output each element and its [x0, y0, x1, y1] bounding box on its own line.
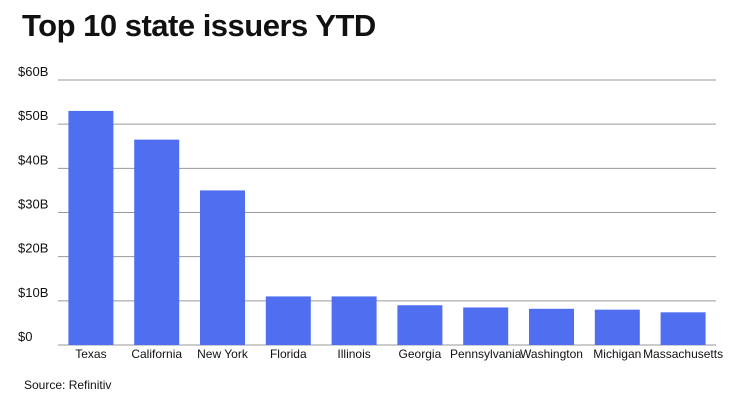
y-tick-label: $40B	[18, 152, 48, 167]
x-tick-label: Florida	[270, 347, 307, 361]
x-axis-tick-labels: Texas California New York Florida Illinois Ge…	[75, 347, 723, 361]
x-tick-label: Georgia	[399, 347, 442, 361]
source-note: Source: Refinitiv	[24, 378, 111, 392]
y-tick-label: $60B	[18, 64, 48, 79]
x-tick-label: Washington	[520, 347, 583, 361]
x-tick-label: California	[131, 347, 182, 361]
bar-california	[134, 140, 179, 345]
bar-illinois	[332, 296, 377, 345]
bar-michigan	[595, 310, 640, 345]
bar-florida	[266, 296, 311, 345]
x-tick-label: Illinois	[337, 347, 370, 361]
x-tick-label: Massachusetts	[643, 347, 723, 361]
x-tick-label: Pennsylvania	[450, 347, 522, 361]
x-tick-label: Michigan	[593, 347, 641, 361]
x-tick-label: New York	[197, 347, 249, 361]
bar-washington	[529, 309, 574, 345]
bar-texas	[68, 111, 113, 345]
y-tick-label: $20B	[18, 241, 48, 256]
y-tick-label: $30B	[18, 197, 48, 212]
bar-georgia	[397, 305, 442, 345]
bar-new-york	[200, 190, 245, 345]
bar-pennsylvania	[463, 307, 508, 345]
y-tick-label: $0	[18, 329, 32, 344]
bar-massachusetts	[661, 312, 706, 345]
x-tick-label: Texas	[75, 347, 106, 361]
y-axis-tick-labels: $0 $10B $20B $30B $40B $50B $60B	[18, 64, 48, 344]
bars	[68, 111, 705, 345]
y-tick-label: $50B	[18, 108, 48, 123]
y-tick-label: $10B	[18, 285, 48, 300]
